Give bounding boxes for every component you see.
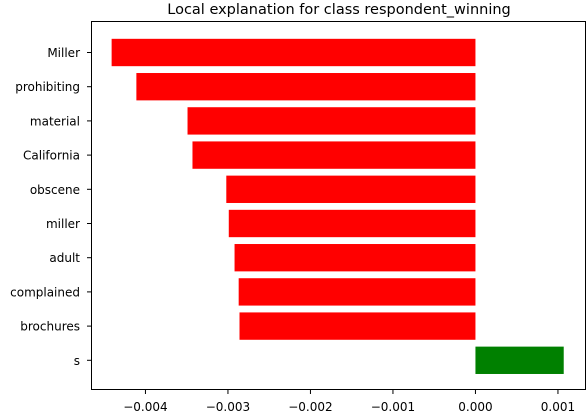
y-tick-label: miller xyxy=(46,217,80,231)
x-tick-label: 0.001 xyxy=(541,400,575,414)
bar-obscene xyxy=(226,175,476,203)
bar-California xyxy=(192,141,476,169)
y-axis: Miller prohibiting material California obsce… xyxy=(10,46,91,368)
y-tick-label: adult xyxy=(49,251,80,265)
x-tick-label: 0.000 xyxy=(458,400,492,414)
y-tick-label: prohibiting xyxy=(15,80,80,94)
bar-adult xyxy=(234,244,476,272)
bar-brochures xyxy=(239,312,476,340)
bar-Miller xyxy=(111,38,476,67)
y-tick-label: brochures xyxy=(20,320,80,334)
y-tick-label: s xyxy=(74,354,80,368)
bar-miller xyxy=(228,209,476,238)
bars xyxy=(111,38,564,374)
y-tick-label: Miller xyxy=(47,46,80,60)
x-tick-label: −0.003 xyxy=(206,400,250,414)
bar-prohibiting xyxy=(136,73,476,101)
bar-material xyxy=(187,107,476,135)
chart-title: Local explanation for class respondent_w… xyxy=(167,2,511,18)
x-tick-label: −0.001 xyxy=(371,400,415,414)
bar-s xyxy=(475,346,564,374)
y-tick-label: California xyxy=(23,149,80,163)
y-tick-label: complained xyxy=(10,285,80,299)
bar-complained xyxy=(238,278,476,306)
x-tick-label: −0.004 xyxy=(123,400,167,414)
y-tick-label: material xyxy=(30,114,80,128)
x-tick-label: −0.002 xyxy=(288,400,332,414)
y-tick-label: obscene xyxy=(30,183,80,197)
x-axis: −0.004 −0.003 −0.002 −0.001 0.000 0.001 xyxy=(123,390,575,414)
